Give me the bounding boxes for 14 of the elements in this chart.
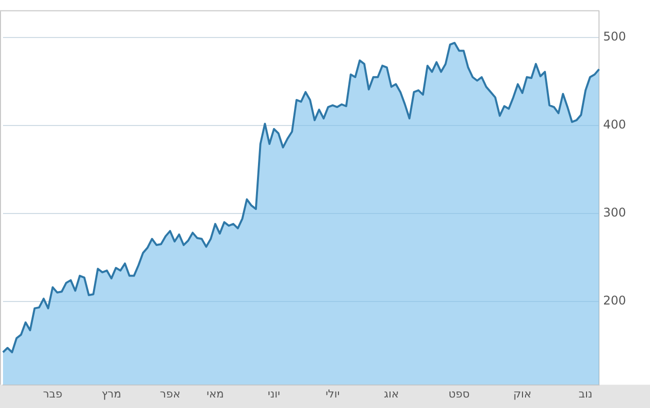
y-tick-label: 300 — [603, 206, 626, 220]
y-tick-label: 500 — [603, 30, 626, 44]
y-tick-label: 400 — [603, 118, 626, 132]
x-tick-label: אוק — [513, 387, 532, 400]
x-tick-label: נוב — [578, 387, 592, 400]
x-tick-label: אפר — [160, 387, 180, 400]
x-tick-label: מאי — [206, 387, 224, 400]
y-tick-label: 200 — [603, 293, 626, 308]
x-tick-label: אוג — [384, 387, 399, 400]
x-tick-label: ספט — [448, 387, 470, 400]
x-tick-label: מרץ — [102, 387, 122, 400]
x-tick-label: יוני — [268, 387, 280, 400]
x-tick-label: פבר — [42, 387, 63, 400]
x-tick-label: יולי — [326, 387, 340, 400]
